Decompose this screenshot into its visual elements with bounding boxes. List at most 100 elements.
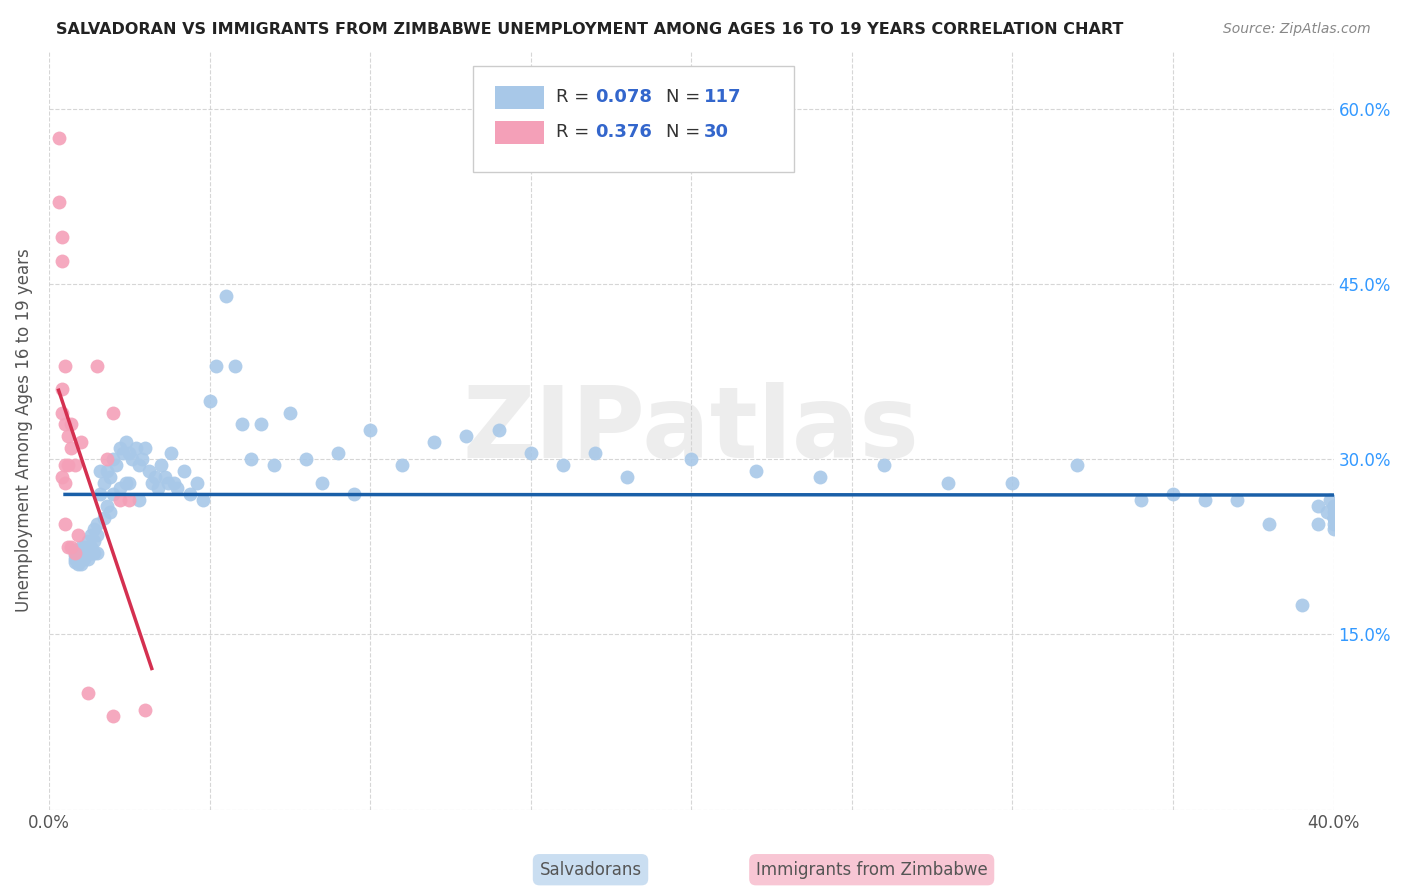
Y-axis label: Unemployment Among Ages 16 to 19 years: Unemployment Among Ages 16 to 19 years bbox=[15, 248, 32, 612]
Point bbox=[240, 452, 263, 467]
Point bbox=[80, 540, 103, 554]
Point bbox=[86, 359, 108, 373]
Point bbox=[423, 434, 446, 449]
Point bbox=[83, 546, 105, 560]
Point bbox=[128, 458, 150, 472]
Point bbox=[70, 434, 93, 449]
Point bbox=[51, 230, 73, 244]
Point bbox=[263, 458, 285, 472]
Point bbox=[179, 487, 201, 501]
Point bbox=[93, 475, 115, 490]
Point bbox=[156, 475, 179, 490]
Point bbox=[1129, 493, 1152, 508]
Text: ZIPatlas: ZIPatlas bbox=[463, 382, 920, 479]
Point bbox=[89, 487, 111, 501]
Point bbox=[108, 493, 131, 508]
Text: N =: N = bbox=[665, 88, 706, 106]
Point bbox=[1226, 493, 1249, 508]
Point bbox=[89, 464, 111, 478]
FancyBboxPatch shape bbox=[495, 121, 544, 144]
Point bbox=[125, 441, 148, 455]
Point bbox=[118, 475, 141, 490]
Point bbox=[58, 429, 80, 443]
Point bbox=[1323, 522, 1346, 536]
Text: 0.376: 0.376 bbox=[595, 123, 652, 141]
Point bbox=[86, 516, 108, 531]
Point bbox=[1319, 493, 1341, 508]
Point bbox=[66, 558, 89, 572]
Point bbox=[326, 446, 349, 460]
Point bbox=[131, 452, 153, 467]
Point bbox=[186, 475, 208, 490]
Point bbox=[60, 441, 83, 455]
Point bbox=[134, 703, 156, 717]
Point bbox=[53, 359, 76, 373]
Point bbox=[1323, 499, 1346, 513]
Point bbox=[121, 452, 143, 467]
Point bbox=[519, 446, 541, 460]
Text: Source: ZipAtlas.com: Source: ZipAtlas.com bbox=[1223, 22, 1371, 37]
Point bbox=[150, 458, 173, 472]
Point bbox=[1323, 510, 1346, 524]
Point bbox=[60, 540, 83, 554]
Point bbox=[63, 548, 86, 562]
Point bbox=[173, 464, 195, 478]
Point bbox=[278, 406, 301, 420]
Point bbox=[808, 470, 831, 484]
Point bbox=[141, 475, 163, 490]
Point bbox=[66, 548, 89, 562]
Point bbox=[1316, 505, 1339, 519]
Point bbox=[295, 452, 318, 467]
Point bbox=[70, 558, 93, 572]
Point bbox=[66, 528, 89, 542]
Point bbox=[1323, 499, 1346, 513]
Point bbox=[93, 510, 115, 524]
Point bbox=[681, 452, 703, 467]
Point bbox=[63, 543, 86, 558]
Point bbox=[128, 493, 150, 508]
Point bbox=[80, 546, 103, 560]
Point bbox=[103, 452, 125, 467]
Point bbox=[118, 446, 141, 460]
Point bbox=[134, 441, 156, 455]
Text: 30: 30 bbox=[704, 123, 730, 141]
Point bbox=[70, 543, 93, 558]
Point bbox=[63, 546, 86, 560]
Text: N =: N = bbox=[665, 123, 706, 141]
Point bbox=[873, 458, 896, 472]
Point bbox=[391, 458, 413, 472]
Point bbox=[76, 551, 98, 566]
Point bbox=[53, 417, 76, 432]
Point bbox=[146, 482, 169, 496]
Text: Salvadorans: Salvadorans bbox=[540, 861, 641, 879]
Point bbox=[58, 540, 80, 554]
Point bbox=[53, 516, 76, 531]
Point bbox=[1323, 510, 1346, 524]
Point bbox=[744, 464, 766, 478]
Point bbox=[163, 475, 186, 490]
Text: SALVADORAN VS IMMIGRANTS FROM ZIMBABWE UNEMPLOYMENT AMONG AGES 16 TO 19 YEARS CO: SALVADORAN VS IMMIGRANTS FROM ZIMBABWE U… bbox=[56, 22, 1123, 37]
Point bbox=[98, 505, 121, 519]
Point bbox=[138, 464, 160, 478]
Point bbox=[86, 528, 108, 542]
Point bbox=[1323, 516, 1346, 531]
Text: 117: 117 bbox=[704, 88, 741, 106]
Point bbox=[96, 464, 118, 478]
Point bbox=[73, 551, 96, 566]
Point bbox=[1194, 493, 1216, 508]
Point bbox=[111, 446, 134, 460]
Point bbox=[1066, 458, 1088, 472]
Point bbox=[70, 548, 93, 562]
Point bbox=[160, 446, 183, 460]
Point bbox=[83, 534, 105, 549]
Point bbox=[60, 417, 83, 432]
Point bbox=[456, 429, 478, 443]
Point bbox=[214, 289, 236, 303]
Point bbox=[48, 131, 70, 145]
Point bbox=[103, 487, 125, 501]
Point bbox=[616, 470, 638, 484]
Point bbox=[583, 446, 606, 460]
Point bbox=[63, 458, 86, 472]
Point bbox=[51, 253, 73, 268]
Point bbox=[48, 195, 70, 210]
